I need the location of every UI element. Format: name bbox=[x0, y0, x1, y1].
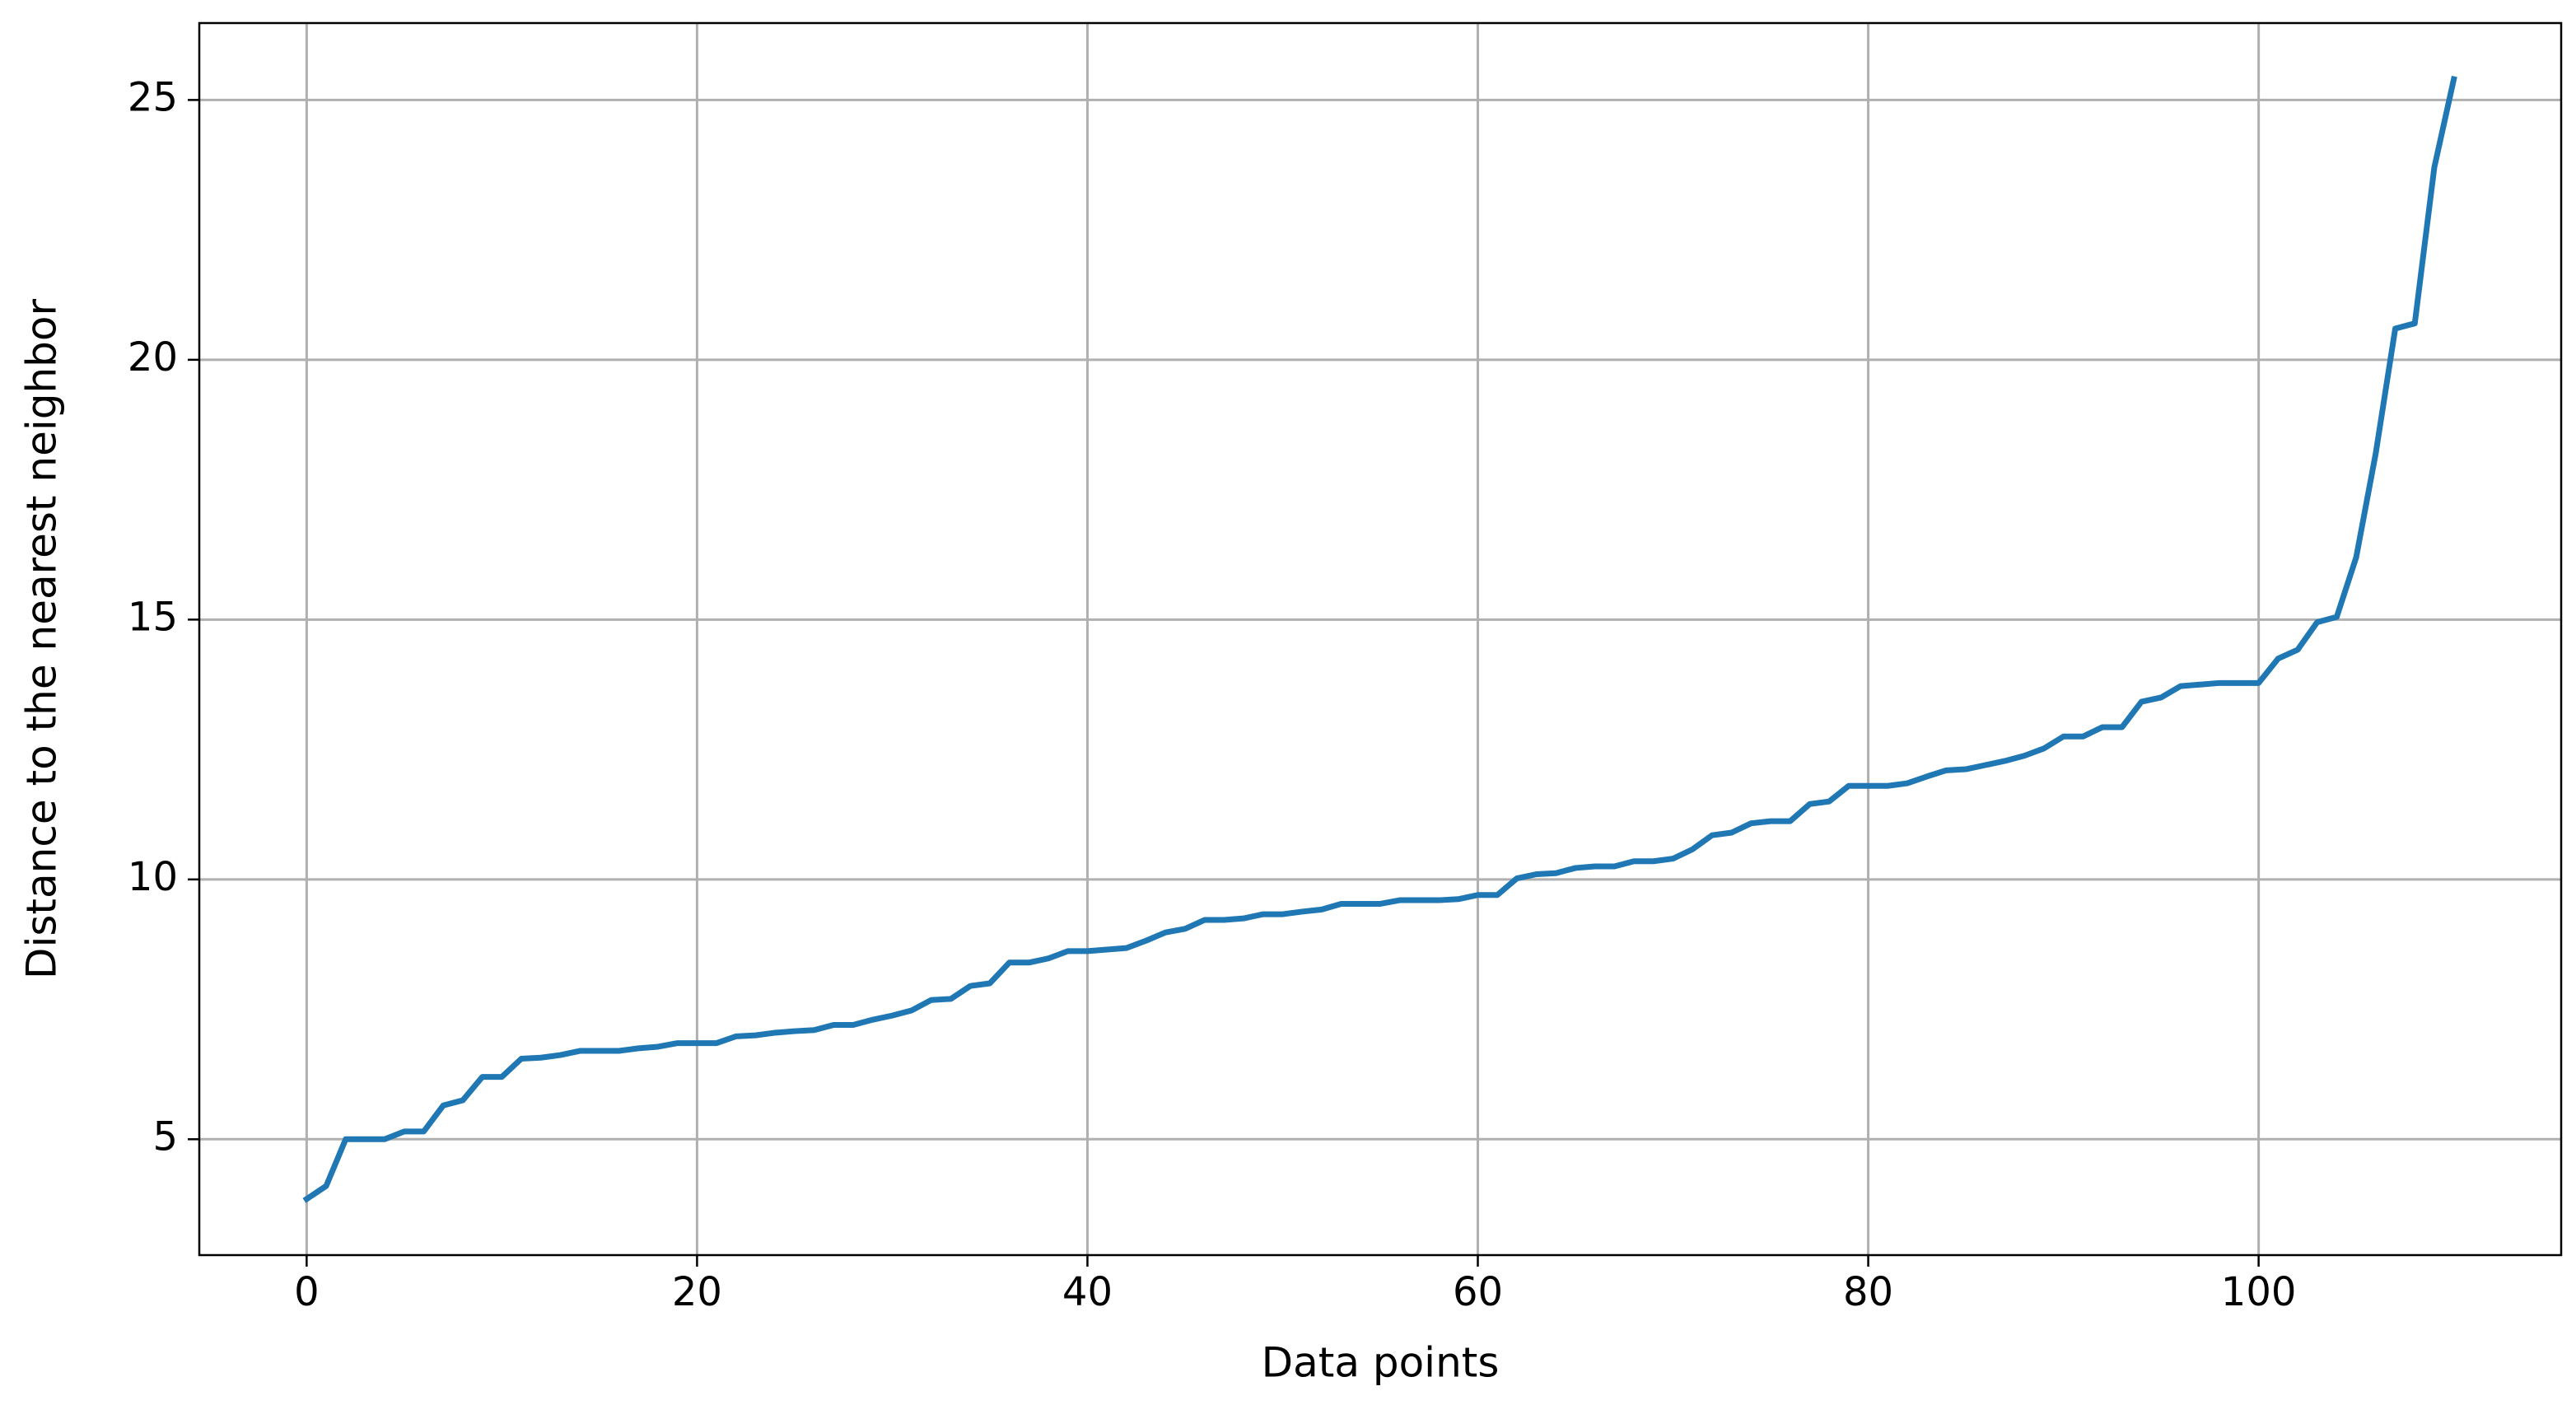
x-tick-label: 40 bbox=[1062, 1269, 1113, 1315]
y-tick-label: 25 bbox=[128, 74, 178, 120]
data-line bbox=[302, 75, 2457, 1203]
plot-frame bbox=[198, 21, 2563, 1257]
x-tick-label: 0 bbox=[294, 1269, 320, 1315]
x-axis-label: Data points bbox=[1262, 1339, 1500, 1387]
x-tick-label: 80 bbox=[1843, 1269, 1893, 1315]
x-tick-label: 20 bbox=[672, 1269, 722, 1315]
x-tick-label: 100 bbox=[2221, 1269, 2297, 1315]
x-tick-label: 60 bbox=[1453, 1269, 1503, 1315]
y-tick-label: 15 bbox=[128, 594, 178, 640]
y-tick-label: 5 bbox=[152, 1113, 178, 1160]
y-tick-label: 10 bbox=[128, 854, 178, 900]
y-axis-label: Distance to the nearest neighbor bbox=[18, 299, 66, 980]
y-tick-label: 20 bbox=[128, 334, 178, 380]
